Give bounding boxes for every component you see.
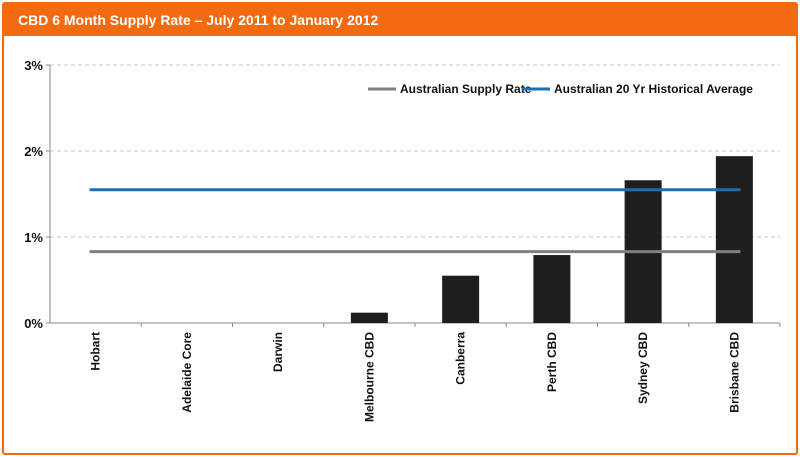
bar <box>533 255 571 323</box>
y-tick-label: 2% <box>24 144 43 159</box>
y-tick-label: 3% <box>24 58 43 73</box>
x-tick-label: Sydney CBD <box>636 332 650 404</box>
x-tick-label: Brisbane CBD <box>727 332 741 413</box>
bar <box>442 275 480 323</box>
legend-label: Australian Supply Rate <box>400 82 532 96</box>
y-tick-label: 1% <box>24 230 43 245</box>
bar <box>350 312 388 323</box>
chart-title: CBD 6 Month Supply Rate – July 2011 to J… <box>18 12 379 28</box>
x-tick-label: Perth CBD <box>545 332 559 392</box>
x-tick-label: Darwin <box>271 332 285 372</box>
y-tick-label: 0% <box>24 316 43 331</box>
title-bar: CBD 6 Month Supply Rate – July 2011 to J… <box>4 4 796 36</box>
x-tick-label: Adelaide Core <box>180 332 194 413</box>
x-tick-label: Canberra <box>454 332 468 385</box>
legend-label: Australian 20 Yr Historical Average <box>554 82 753 96</box>
bar-chart: 0% 1% 2% 3% Hobart Adelaide Core Darwin Melbour… <box>24 58 781 422</box>
x-tick-label: Melbourne CBD <box>362 332 376 422</box>
x-tick-label: Hobart <box>89 332 103 371</box>
bar <box>715 156 753 323</box>
